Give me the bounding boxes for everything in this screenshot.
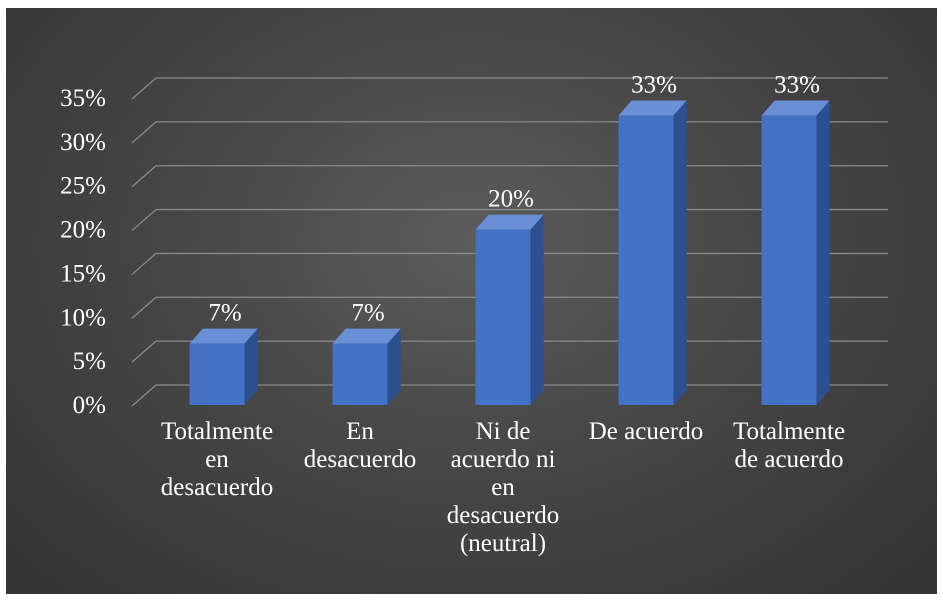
gridline-depth [131,209,157,232]
data-label: 7% [208,300,241,327]
bar-chart: 0% 5% 10% 15% 20% 25% 30% 35% 7% 7% 20% 33% 33% Tot… [60,72,888,557]
bar [761,100,830,406]
x-tick-label-line: En [346,418,374,445]
x-tick-label: En desacuerdo [304,418,416,473]
x-tick-label: De acuerdo [589,418,704,445]
x-tick-label-line: en [491,474,515,501]
data-label: 7% [351,300,384,327]
x-tick-label-line: Totalmente [161,418,273,445]
y-axis-ticks: 0% 5% 10% 15% 20% 25% 30% 35% [60,85,106,419]
bar-top [618,100,687,116]
x-tick-label-line: Ni de [476,418,531,445]
x-tick-label-line: desacuerdo [304,446,416,473]
bar-side [244,328,258,405]
x-tick-label: Totalmente en desacuerdo [161,418,273,501]
x-tick-label-line: de acuerdo [735,446,844,473]
x-tick-label: Totalmente de acuerdo [733,418,845,473]
y-tick-label: 25% [60,173,106,200]
data-label: 20% [488,186,534,213]
x-tick-label: Ni de acuerdo ni en desacuerdo (neutral) [447,418,559,557]
bar-front [332,343,388,405]
x-tick-label-line: acuerdo ni [451,446,556,473]
bar-side [530,214,544,405]
bar [475,214,544,405]
bar-top [189,328,258,344]
bar-side [816,100,830,406]
x-tick-label-line: en [205,446,229,473]
bar-top [332,328,401,344]
x-tick-label-line: desacuerdo [447,502,559,529]
bar [189,328,258,405]
bar-top [475,214,544,230]
gridline-depth [131,121,157,144]
chart-area: 0% 5% 10% 15% 20% 25% 30% 35% 7% 7% 20% 33% 33% Tot… [6,8,937,594]
y-tick-label: 5% [73,348,106,375]
gridline-depth [131,165,157,188]
data-label: 33% [774,72,820,99]
gridline-depth [131,384,157,407]
y-tick-label: 20% [60,217,106,244]
bar-front [761,115,817,406]
bar-front [189,343,245,405]
gridline-depth [131,77,157,100]
bar [332,328,401,405]
y-tick-label: 35% [60,85,106,112]
gridline-depth [131,340,157,363]
y-tick-label: 15% [60,260,106,287]
x-tick-label-line: De acuerdo [589,418,704,445]
y-tick-label: 10% [60,304,106,331]
x-tick-label-line: desacuerdo [161,474,273,501]
bar-front [475,229,531,405]
bar-side [673,100,687,406]
data-labels: 7% 7% 20% 33% 33% [208,72,820,327]
x-tick-label-line: Totalmente [733,418,845,445]
gridline-depth [131,296,157,319]
bars [189,100,830,406]
bar-front [618,115,674,406]
bar [618,100,687,406]
y-tick-label: 0% [73,392,106,419]
x-tick-label-line: (neutral) [460,530,546,557]
bar-top [761,100,830,116]
bar-side [387,328,401,405]
data-label: 33% [631,72,677,99]
y-tick-label: 30% [60,129,106,156]
gridline-depth [131,252,157,275]
